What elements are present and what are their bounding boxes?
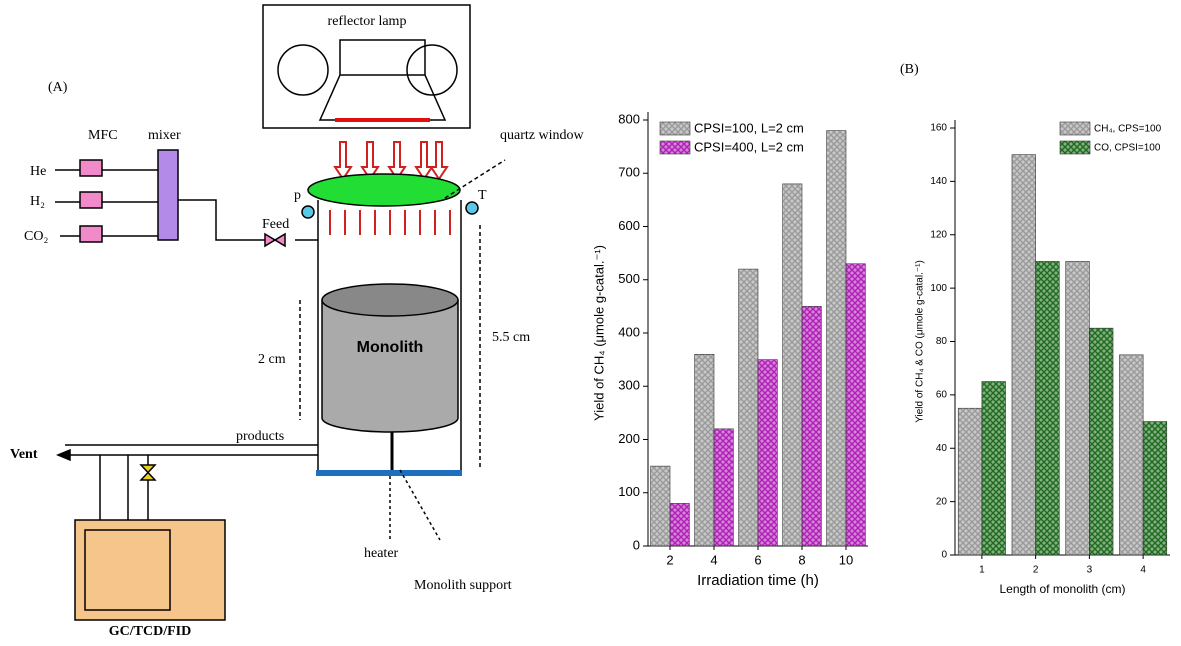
label: reflector lamp bbox=[328, 14, 407, 29]
bar bbox=[802, 306, 821, 546]
bar bbox=[846, 264, 865, 546]
y-tick-label: 400 bbox=[618, 324, 640, 339]
label: products bbox=[236, 429, 284, 444]
label: Vent bbox=[10, 447, 38, 462]
y-tick-label: 700 bbox=[618, 165, 640, 180]
label: Feed bbox=[262, 217, 289, 232]
label: H₂ bbox=[30, 194, 45, 209]
legend-label: CO, CPSI=100 bbox=[1094, 143, 1161, 154]
bar bbox=[958, 408, 982, 555]
y-tick-label: 500 bbox=[618, 271, 640, 286]
bar bbox=[1066, 261, 1090, 555]
bar bbox=[1143, 422, 1167, 555]
x-tick-label: 6 bbox=[754, 552, 761, 567]
y-axis-label: Yield of CH₄ (μmole g-catal.⁻¹) bbox=[591, 245, 606, 421]
y-tick-label: 60 bbox=[936, 390, 948, 401]
y-tick-label: 100 bbox=[618, 484, 640, 499]
bar bbox=[714, 429, 733, 546]
y-tick-label: 100 bbox=[930, 283, 947, 294]
label: CO₂ bbox=[24, 229, 48, 244]
x-tick-label: 4 bbox=[710, 552, 717, 567]
label: mixer bbox=[148, 128, 181, 143]
legend-swatch bbox=[660, 141, 690, 154]
label: Monolith bbox=[357, 339, 424, 356]
x-tick-label: 2 bbox=[666, 552, 673, 567]
y-tick-label: 0 bbox=[941, 550, 947, 561]
y-tick-label: 80 bbox=[936, 336, 948, 347]
y-tick-label: 160 bbox=[930, 123, 947, 134]
bar bbox=[1012, 155, 1036, 555]
y-tick-label: 200 bbox=[618, 431, 640, 446]
y-tick-label: 300 bbox=[618, 378, 640, 393]
bar bbox=[758, 360, 777, 546]
bar bbox=[1089, 328, 1113, 555]
label: heater bbox=[364, 546, 399, 561]
label: 5.5 cm bbox=[492, 330, 530, 345]
label: p bbox=[294, 188, 301, 203]
y-tick-label: 800 bbox=[618, 111, 640, 126]
x-tick-label: 1 bbox=[979, 565, 985, 576]
bar bbox=[783, 184, 802, 546]
y-tick-label: 140 bbox=[930, 176, 947, 187]
legend-swatch bbox=[1060, 141, 1090, 154]
y-axis-label: Yield of CH₄ & CO (μmole g-catal.⁻¹) bbox=[915, 260, 926, 423]
label: Monolith support bbox=[414, 578, 512, 593]
bar bbox=[651, 466, 670, 546]
x-tick-label: 3 bbox=[1087, 565, 1093, 576]
y-tick-label: 120 bbox=[930, 229, 947, 240]
legend-swatch bbox=[1060, 122, 1090, 135]
x-axis-label: Irradiation time (h) bbox=[697, 572, 819, 589]
label: quartz window bbox=[500, 128, 584, 143]
label: MFC bbox=[88, 128, 118, 143]
bar bbox=[1036, 261, 1060, 555]
bar bbox=[695, 354, 714, 546]
bar bbox=[982, 382, 1006, 555]
legend-label: CPSI=400, L=2 cm bbox=[694, 139, 804, 154]
y-tick-label: 40 bbox=[936, 443, 948, 454]
legend-swatch bbox=[660, 122, 690, 135]
x-axis-label: Length of monolith (cm) bbox=[999, 582, 1125, 596]
y-tick-label: 20 bbox=[936, 496, 948, 507]
figure: (A) (B) reflector lamp Monolith 2 cm 5.5… bbox=[0, 0, 1181, 646]
legend-label: CPSI=100, L=2 cm bbox=[694, 120, 804, 135]
label: 2 cm bbox=[258, 352, 286, 367]
x-tick-label: 8 bbox=[798, 552, 805, 567]
bar bbox=[827, 131, 846, 546]
bar bbox=[739, 269, 758, 546]
label: T bbox=[478, 188, 487, 203]
label: He bbox=[30, 164, 46, 179]
panel-label: (B) bbox=[900, 62, 919, 77]
x-tick-label: 2 bbox=[1033, 565, 1039, 576]
y-tick-label: 600 bbox=[618, 218, 640, 233]
legend-label: CH₄, CPS=100 bbox=[1094, 124, 1162, 135]
y-tick-label: 0 bbox=[633, 537, 640, 552]
bar bbox=[1119, 355, 1143, 555]
panel-label: (A) bbox=[48, 80, 68, 95]
bar bbox=[670, 503, 689, 546]
x-tick-label: 10 bbox=[839, 552, 853, 567]
label: GC/TCD/FID bbox=[109, 624, 191, 639]
x-tick-label: 4 bbox=[1140, 565, 1146, 576]
